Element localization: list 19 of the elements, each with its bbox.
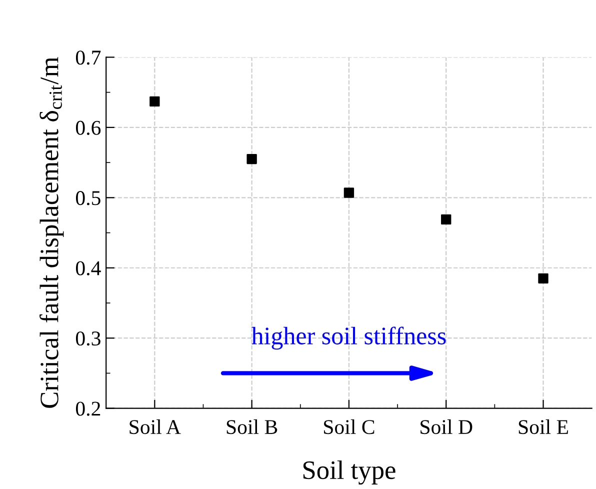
point: [246, 154, 257, 164]
y-tick-label: 0.5: [76, 191, 100, 206]
y-tick-label: 0.4: [76, 261, 101, 276]
x-tick-label: Soil B: [226, 419, 278, 434]
point: [538, 273, 548, 284]
y-axis-title: Critical fault displacement δ$_{crit}$/m: [40, 57, 64, 408]
x-tick-label: Soil C: [324, 419, 374, 434]
y-tick-label: 0.3: [76, 331, 100, 346]
point: [344, 188, 354, 198]
x-tick-label: Soil D: [420, 419, 472, 434]
y-tick-label: 0.7: [76, 50, 101, 65]
y-tick-label: 0.2: [76, 402, 100, 416]
x-tick-label: Soil E: [518, 419, 568, 434]
y-tick-label: 0.6: [76, 120, 101, 135]
point: [441, 214, 452, 225]
annotation: higher soil stiffness: [252, 326, 446, 350]
x-axis-title: Soil type: [303, 460, 396, 485]
point: [150, 96, 160, 107]
x-tick-label: Soil A: [130, 419, 181, 434]
